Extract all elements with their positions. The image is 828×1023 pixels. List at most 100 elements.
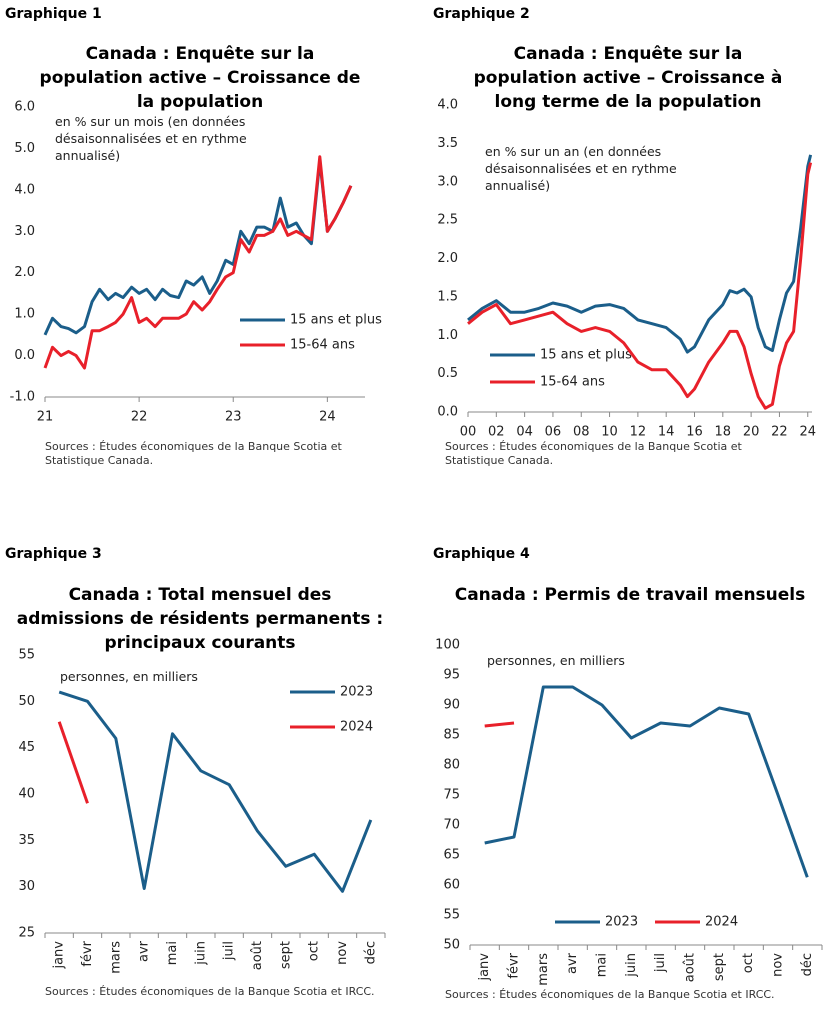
source-note: Sources : Études économiques de la Banqu… [45,985,375,998]
x-tick-label: juil [653,953,668,973]
chart-label: Graphique 3 [5,546,102,562]
x-tick-label: 00 [460,425,477,440]
x-tick-label: 10 [601,425,618,440]
y-tick-label: 50 [443,938,460,953]
y-tick-label: 95 [443,668,460,683]
chart-title: Canada : Enquête sur la population activ… [39,44,361,112]
x-tick-label: sept [712,953,727,981]
y-tick-label: 85 [443,728,460,743]
x-tick-label: 18 [715,425,732,440]
x-tick-label: 08 [573,425,590,440]
y-tick-label: 30 [18,879,35,894]
data-line [57,721,89,804]
x-tick-label: oct [307,941,322,961]
x-tick-label: oct [741,953,756,973]
x-tick-label: 04 [516,425,533,440]
axis-annotation: personnes, en milliers [487,653,625,668]
y-tick-label: 0.5 [437,366,458,381]
axis-annotation: en % sur un mois (en données désaisonnal… [55,114,247,163]
x-tick-label: mai [595,953,610,977]
legend-label: 15 ans et plus [290,313,382,328]
x-tick-label: avr [565,952,580,974]
y-tick-label: 5.0 [14,141,35,156]
y-tick-label: 3.5 [437,136,458,151]
y-tick-label: 3.0 [437,174,458,189]
legend-label: 2024 [340,720,373,735]
y-tick-label: 2.0 [14,265,35,280]
y-tick-label: 1.5 [437,289,458,304]
chart-label: Graphique 4 [433,546,530,562]
x-tick-label: nov [771,953,786,977]
y-tick-label: 0.0 [14,348,35,363]
y-tick-label: 50 [18,694,35,709]
chart-label: Graphique 2 [433,6,530,22]
x-tick-label: août [683,953,698,982]
x-tick-label: 24 [799,425,816,440]
y-tick-label: 65 [443,848,460,863]
x-tick-label: févr [507,952,522,978]
source-note: Sources : Études économiques de la Banqu… [45,440,342,467]
x-tick-label: févr [80,940,95,966]
x-tick-label: janv [52,941,67,970]
y-tick-label: 1.0 [14,307,35,322]
x-tick-label: mai [165,941,180,965]
source-note: Sources : Études économiques de la Banqu… [445,440,742,467]
x-tick-label: janv [477,953,492,982]
y-tick-label: 45 [18,740,35,755]
y-tick-label: 1.0 [437,328,458,343]
axis-annotation: en % sur un an (en données désaisonnalis… [485,144,677,193]
legend-label: 2023 [605,915,638,930]
x-tick-label: déc [800,953,815,976]
y-tick-label: 55 [443,908,460,923]
x-tick-label: mars [536,953,551,986]
x-tick-label: 06 [545,425,562,440]
x-tick-label: 22 [771,425,788,440]
y-tick-label: 3.0 [14,224,35,239]
x-tick-label: 20 [743,425,760,440]
data-line [467,162,813,410]
data-line [484,685,809,878]
x-tick-label: déc [363,941,378,964]
x-tick-label: juil [222,941,237,961]
chart-title: Canada : Enquête sur la population activ… [473,44,783,112]
x-tick-label: nov [335,941,350,965]
x-tick-label: mars [108,941,123,974]
legend-label: 2024 [705,915,738,930]
y-tick-label: 0.0 [437,405,458,420]
x-tick-label: juin [624,953,639,978]
x-tick-label: 02 [488,425,505,440]
axis-annotation: personnes, en milliers [60,669,198,684]
x-tick-label: 21 [37,410,54,425]
y-tick-label: 90 [443,698,460,713]
data-line [43,155,353,370]
source-note: Sources : Études économiques de la Banqu… [445,988,775,1001]
x-tick-label: avr [137,940,152,962]
y-tick-label: 25 [18,926,35,941]
chart-title: Canada : Total mensuel des admissions de… [16,585,384,653]
x-tick-label: 12 [630,425,647,440]
y-tick-label: 75 [443,788,460,803]
y-tick-label: 70 [443,818,460,833]
x-tick-label: 23 [225,410,242,425]
data-line [467,154,813,354]
x-tick-label: sept [278,941,293,969]
legend-label: 15-64 ans [290,338,355,353]
y-tick-label: 40 [18,787,35,802]
data-line [58,690,373,893]
data-line [484,721,515,728]
y-tick-label: 35 [18,833,35,848]
legend-label: 15 ans et plus [540,348,632,363]
y-tick-label: 80 [443,758,460,773]
y-tick-label: 60 [443,878,460,893]
data-line [43,159,353,336]
y-tick-label: 2.0 [437,251,458,266]
legend-label: 15-64 ans [540,375,605,390]
x-tick-label: juin [193,941,208,966]
chart-label: Graphique 1 [5,6,102,22]
y-tick-label: 2.5 [437,213,458,228]
legend-label: 2023 [340,685,373,700]
chart-title: Canada : Permis de travail mensuels [454,585,806,605]
y-tick-label: -1.0 [10,390,35,405]
